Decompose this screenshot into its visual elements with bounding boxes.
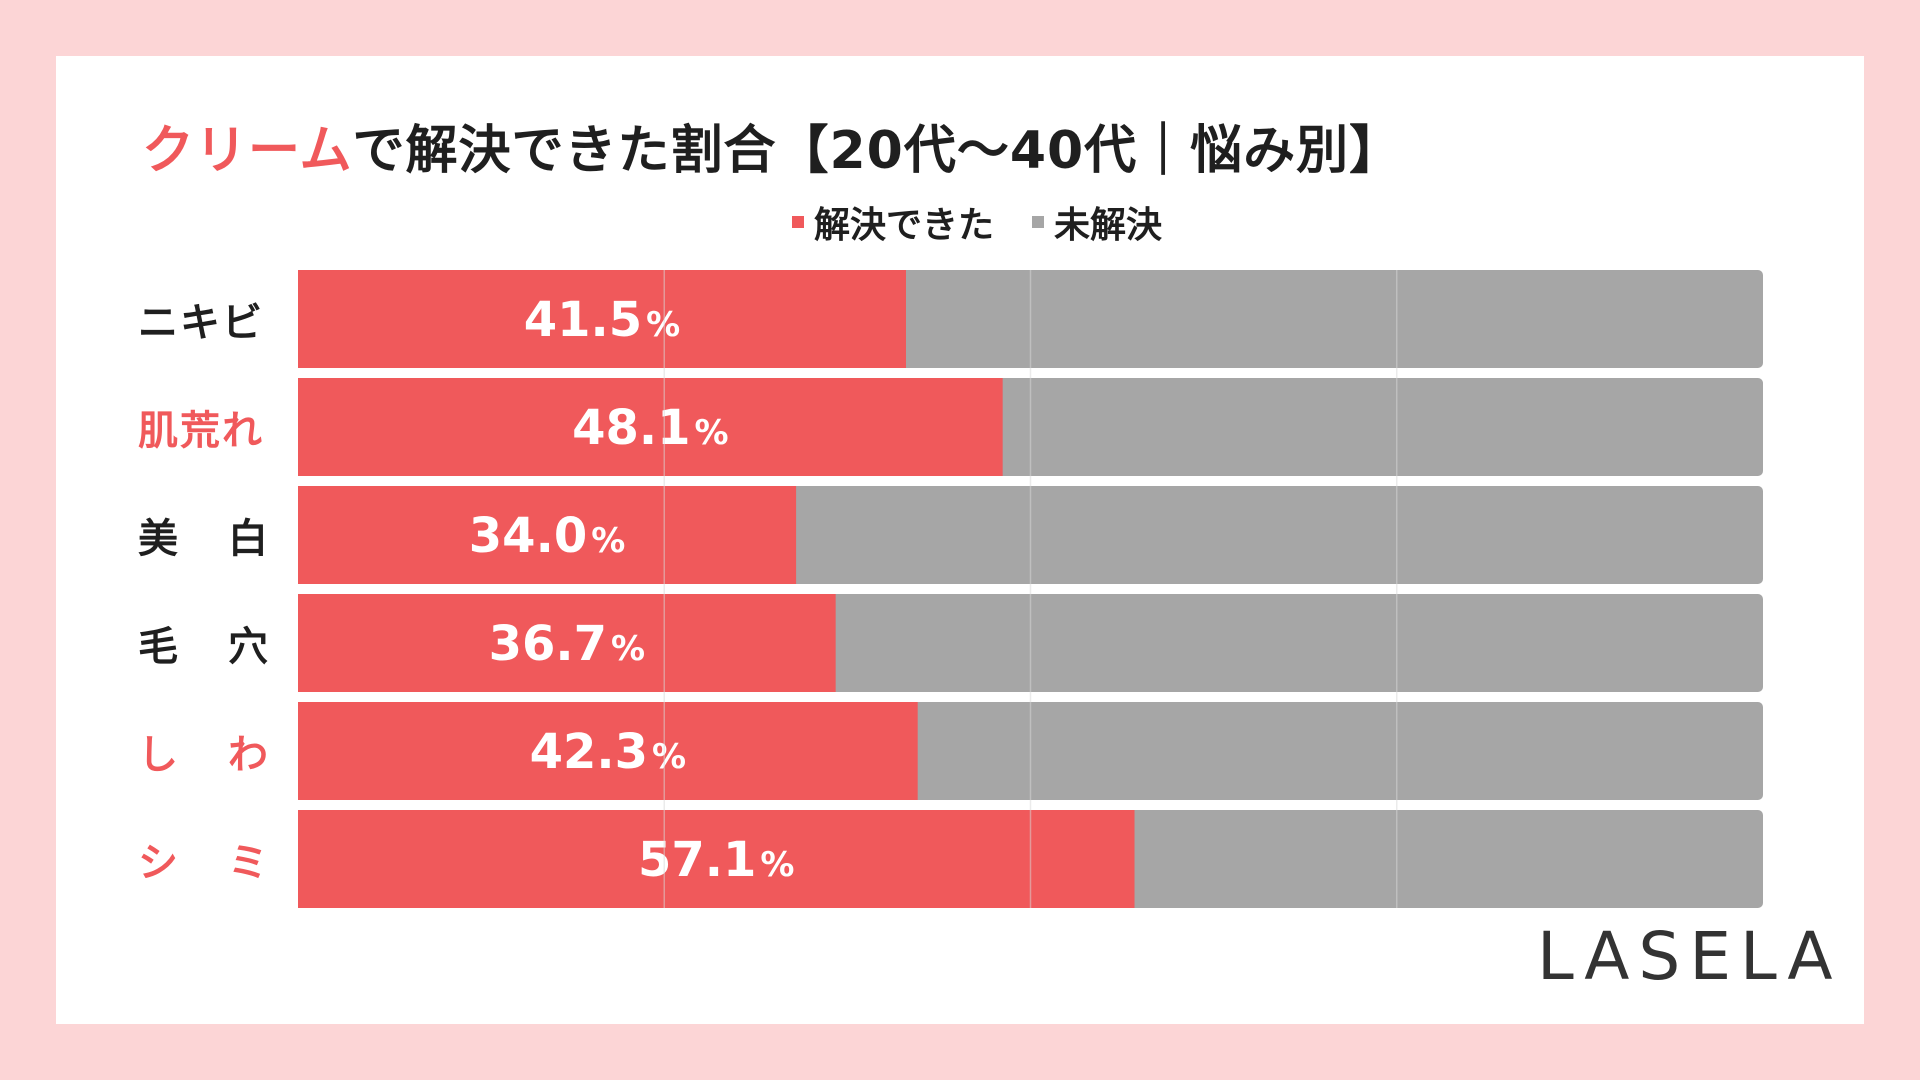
category-label: シミ xyxy=(138,810,268,908)
data-label: 48.1% xyxy=(572,400,729,456)
category-label: 毛穴 xyxy=(138,594,268,692)
brand-logo: LASELA xyxy=(1537,918,1842,995)
bar-resolved xyxy=(298,702,918,800)
chart-title-rest: で解決できた割合【20代〜40代｜悩み別】 xyxy=(352,121,1403,181)
data-label: 41.5% xyxy=(524,292,681,348)
bar-unresolved xyxy=(790,486,1763,584)
legend: 解決できた 未解決 xyxy=(792,196,1200,248)
chart-title-accent: クリーム xyxy=(142,121,353,181)
legend-item-unresolved: 未解決 xyxy=(1032,196,1162,248)
category-label: ニキビ xyxy=(138,300,264,346)
bar-resolved xyxy=(298,486,797,584)
chart-title: クリームで解決できた割合【20代〜40代｜悩み別】 xyxy=(142,108,1402,183)
data-label-unit: % xyxy=(611,629,645,669)
legend-label-unresolved: 未解決 xyxy=(1054,205,1163,246)
bar-unresolved xyxy=(899,270,1763,368)
category-label-char: 白 xyxy=(228,516,268,562)
data-label-unit: % xyxy=(760,845,794,885)
bar-unresolved xyxy=(996,378,1763,476)
data-label-unit: % xyxy=(652,737,686,777)
category-label-char: わ xyxy=(228,732,268,778)
data-label-unit: % xyxy=(591,521,625,561)
bar-resolved xyxy=(298,270,906,368)
bar-unresolved xyxy=(911,702,1763,800)
data-label-unit: % xyxy=(646,305,680,345)
category-label-char: シ xyxy=(138,840,178,886)
category-label: しわ xyxy=(138,702,268,800)
category-label: 美白 xyxy=(138,486,268,584)
category-label-char: 美 xyxy=(138,516,178,562)
bar-resolved xyxy=(298,594,836,692)
legend-swatch-unresolved xyxy=(1032,216,1045,228)
category-label-char: ミ xyxy=(228,840,268,886)
legend-swatch-resolved xyxy=(792,216,804,228)
legend-item-resolved: 解決できた xyxy=(792,196,994,248)
category-label: 肌荒れ xyxy=(138,408,264,454)
bar-resolved xyxy=(298,378,1003,476)
bar-unresolved xyxy=(829,594,1763,692)
data-label-unit: % xyxy=(695,413,729,453)
bar-resolved xyxy=(298,810,1135,908)
bar-unresolved xyxy=(1128,810,1763,908)
legend-label-resolved: 解決できた xyxy=(814,205,995,246)
category-label-char: 毛 xyxy=(138,624,178,670)
category-label-char: し xyxy=(138,732,178,778)
category-label-char: 穴 xyxy=(228,624,268,670)
